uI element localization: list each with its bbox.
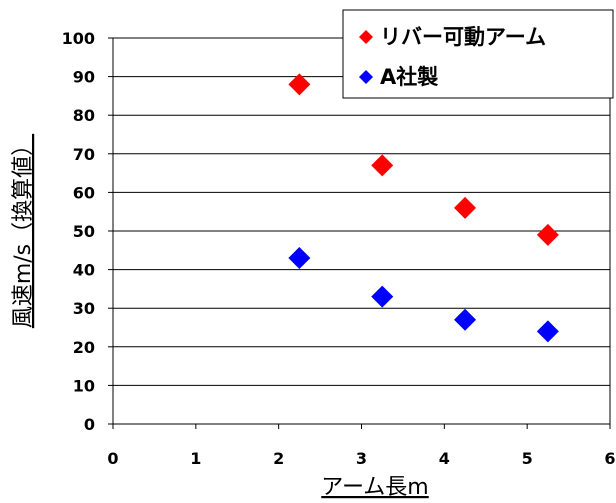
y-tick-label-30: 30 (73, 299, 95, 318)
legend-box (342, 9, 614, 99)
data-point-series1-1 (288, 73, 311, 96)
data-point-series2-2 (371, 285, 394, 308)
data-point-series2-3 (454, 308, 477, 331)
data-point-series2-4 (536, 320, 559, 343)
y-tick-label-20: 20 (73, 338, 95, 357)
y-tick-label-50: 50 (73, 222, 95, 241)
y-tick-label-40: 40 (73, 261, 95, 280)
data-point-series1-2 (371, 154, 394, 177)
x-tick-label-5: 5 (522, 449, 533, 468)
legend-label-series2: A社製 (380, 65, 438, 89)
data-point-series1-3 (454, 196, 477, 219)
y-tick-label-80: 80 (73, 106, 95, 125)
y-tick-label-0: 0 (84, 415, 95, 434)
data-point-series1-4 (536, 223, 559, 246)
legend-marker-series1 (359, 30, 373, 44)
x-tick-label-3: 3 (356, 449, 367, 468)
y-tick-label-70: 70 (73, 145, 95, 164)
x-tick-label-6: 6 (604, 449, 615, 468)
y-tick-label-90: 90 (73, 68, 95, 87)
y-axis-ticks: 0 10 20 30 40 50 60 70 80 90 100 (62, 29, 113, 434)
legend-label-series1: リバー可動アーム (380, 25, 546, 49)
x-tick-label-4: 4 (439, 449, 450, 468)
x-tick-label-0: 0 (107, 449, 118, 468)
y-tick-label-100: 100 (62, 29, 95, 48)
x-tick-label-1: 1 (190, 449, 201, 468)
y-tick-label-60: 60 (73, 183, 95, 202)
data-point-series2-1 (288, 247, 311, 270)
legend-items: リバー可動アーム A社製 (359, 25, 546, 89)
x-axis-ticks: 0 1 2 3 4 5 6 (107, 424, 616, 468)
y-axis-title: 風速m/s（換算値） (11, 134, 36, 328)
legend: リバー可動アーム A社製 (342, 9, 614, 99)
legend-marker-series2 (359, 70, 373, 84)
data-points (288, 73, 559, 343)
x-axis-title: アーム長m (321, 475, 428, 500)
y-tick-label-10: 10 (73, 376, 95, 395)
x-tick-label-2: 2 (273, 449, 284, 468)
